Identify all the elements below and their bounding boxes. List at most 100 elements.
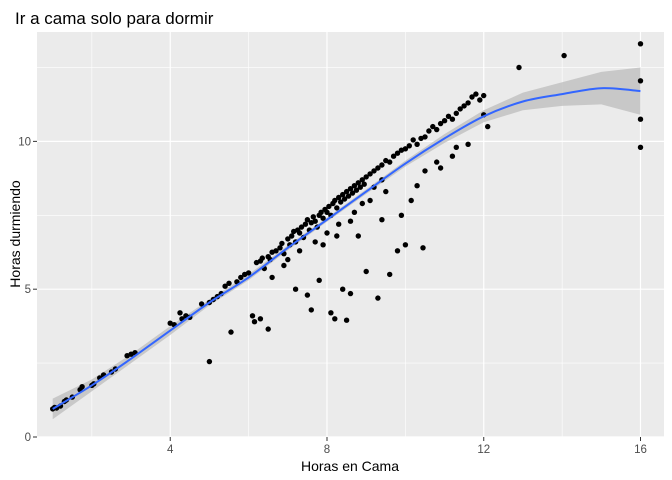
data-point bbox=[320, 242, 326, 248]
data-point bbox=[430, 123, 436, 130]
data-point bbox=[206, 358, 213, 365]
data-point bbox=[324, 209, 330, 215]
data-point bbox=[355, 180, 361, 186]
data-point bbox=[336, 221, 342, 227]
y-tick-label: 10 bbox=[18, 136, 31, 148]
data-point bbox=[637, 78, 644, 84]
data-point bbox=[296, 248, 303, 254]
data-point bbox=[453, 144, 459, 150]
data-point bbox=[249, 313, 256, 319]
data-point bbox=[363, 174, 369, 180]
major-grid bbox=[37, 32, 664, 438]
data-point bbox=[379, 162, 385, 168]
data-point bbox=[334, 205, 340, 211]
data-point bbox=[332, 197, 338, 204]
data-point bbox=[461, 103, 467, 109]
data-point bbox=[308, 307, 314, 313]
data-point bbox=[251, 319, 258, 325]
data-point bbox=[318, 209, 324, 215]
data-point bbox=[226, 280, 232, 286]
data-point bbox=[426, 128, 432, 134]
data-point bbox=[437, 165, 444, 171]
data-point bbox=[437, 120, 444, 127]
data-point bbox=[336, 194, 342, 201]
data-point bbox=[434, 159, 440, 165]
data-point bbox=[340, 286, 346, 292]
data-point bbox=[453, 110, 459, 117]
data-point bbox=[469, 94, 475, 100]
data-point bbox=[302, 221, 309, 227]
data-point bbox=[320, 215, 326, 221]
data-point bbox=[351, 183, 358, 189]
data-point bbox=[332, 316, 338, 322]
data-point bbox=[408, 197, 414, 204]
data-point bbox=[363, 268, 369, 275]
x-tick-label: 8 bbox=[324, 444, 330, 456]
data-point bbox=[222, 283, 228, 289]
data-point bbox=[340, 191, 346, 198]
data-point bbox=[312, 218, 318, 224]
data-point bbox=[445, 113, 452, 120]
y-axis-ticks: 0 5 10 bbox=[18, 136, 37, 444]
data-point bbox=[343, 317, 350, 323]
data-point bbox=[341, 196, 348, 202]
data-point bbox=[269, 274, 275, 281]
data-point bbox=[390, 153, 397, 159]
data-point bbox=[257, 316, 264, 322]
data-point bbox=[367, 197, 373, 204]
data-point bbox=[343, 188, 350, 195]
data-point bbox=[304, 217, 311, 223]
data-point bbox=[334, 233, 340, 239]
data-point bbox=[637, 116, 644, 122]
data-point bbox=[561, 52, 567, 59]
data-point bbox=[316, 277, 322, 283]
data-point bbox=[371, 168, 377, 174]
data-point bbox=[394, 248, 401, 254]
data-point bbox=[245, 270, 252, 276]
data-point bbox=[516, 64, 522, 71]
data-point bbox=[375, 165, 381, 171]
data-point bbox=[238, 274, 244, 281]
x-tick-label: 12 bbox=[477, 444, 490, 456]
data-point bbox=[338, 199, 344, 205]
data-point bbox=[304, 292, 311, 298]
data-point bbox=[296, 230, 303, 236]
data-point bbox=[326, 203, 332, 210]
y-axis-title: Horas durmiendo bbox=[7, 180, 23, 288]
data-point bbox=[357, 184, 363, 190]
data-point bbox=[402, 146, 409, 152]
y-tick-label: 0 bbox=[25, 432, 31, 444]
data-point bbox=[355, 233, 361, 239]
data-point bbox=[367, 171, 373, 177]
data-point bbox=[279, 240, 285, 247]
data-point bbox=[420, 245, 426, 251]
data-point bbox=[265, 326, 271, 332]
confidence-band bbox=[52, 67, 641, 420]
data-point bbox=[434, 126, 440, 133]
data-point bbox=[457, 106, 463, 112]
data-point bbox=[406, 143, 412, 149]
data-point bbox=[383, 188, 389, 195]
data-point bbox=[349, 190, 356, 196]
data-point bbox=[485, 123, 491, 130]
data-point bbox=[375, 295, 381, 301]
data-point bbox=[273, 248, 279, 254]
x-tick-label: 4 bbox=[167, 444, 174, 456]
data-point bbox=[292, 286, 299, 292]
data-point bbox=[328, 310, 334, 316]
data-point bbox=[422, 134, 428, 140]
data-point bbox=[353, 187, 360, 193]
data-point bbox=[361, 181, 367, 187]
data-point bbox=[422, 168, 428, 174]
data-point bbox=[228, 329, 234, 335]
data-point bbox=[465, 141, 471, 147]
data-point bbox=[324, 230, 330, 236]
data-point bbox=[414, 183, 420, 189]
data-point bbox=[281, 262, 287, 269]
data-point bbox=[347, 290, 354, 297]
data-point bbox=[285, 256, 291, 263]
data-point bbox=[347, 218, 354, 224]
data-point bbox=[465, 100, 471, 106]
smooth-line bbox=[52, 87, 641, 410]
